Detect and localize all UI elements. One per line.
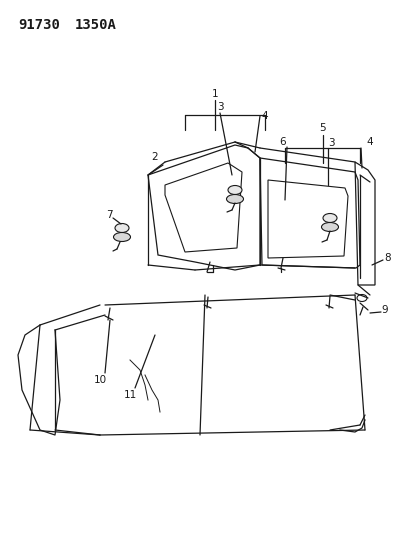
Text: 10: 10: [93, 375, 106, 385]
Text: 7: 7: [105, 210, 112, 220]
Ellipse shape: [115, 223, 129, 232]
Ellipse shape: [322, 214, 336, 222]
Text: 4: 4: [261, 111, 268, 121]
Text: 9: 9: [381, 305, 387, 315]
Text: 11: 11: [123, 390, 136, 400]
Text: 1350A: 1350A: [75, 18, 116, 32]
Text: 4: 4: [366, 137, 373, 147]
Ellipse shape: [113, 232, 130, 241]
Text: 91730: 91730: [18, 18, 60, 32]
Ellipse shape: [228, 185, 242, 195]
Text: 1: 1: [211, 89, 218, 99]
Text: 8: 8: [384, 253, 390, 263]
Text: 3: 3: [216, 102, 223, 112]
Text: 2: 2: [151, 152, 158, 162]
Text: 5: 5: [319, 123, 325, 133]
Text: 6: 6: [279, 137, 286, 147]
Ellipse shape: [226, 195, 243, 204]
Text: 3: 3: [327, 138, 334, 148]
Ellipse shape: [321, 222, 338, 231]
